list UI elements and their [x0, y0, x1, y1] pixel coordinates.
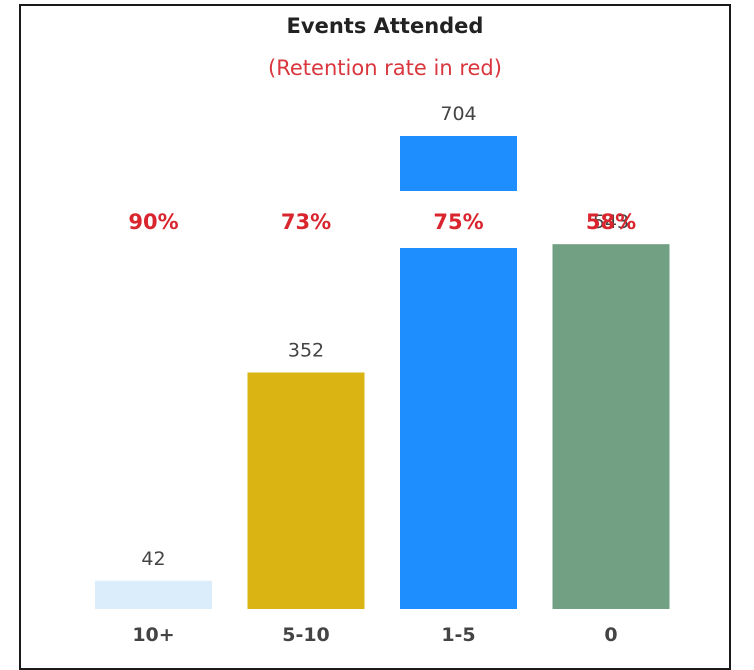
value-label: 704 [440, 103, 476, 125]
chart-title: Events Attended [286, 14, 484, 38]
chart-subtitle: (Retention rate in red) [268, 56, 502, 80]
category-label: 5-10 [282, 624, 330, 646]
retention-rate-label: 90% [128, 210, 178, 234]
bar-0 [552, 244, 670, 609]
bar-10+ [95, 580, 212, 609]
bar-break-band [399, 191, 518, 248]
category-label: 0 [604, 624, 617, 646]
category-label: 10+ [132, 624, 174, 646]
retention-rate-label: 73% [281, 210, 331, 234]
retention-rate-label: 75% [433, 210, 483, 234]
value-label: 42 [141, 548, 165, 570]
bar-5-10 [247, 372, 365, 609]
retention-rate-label: 58% [586, 210, 636, 234]
value-label: 543 [593, 211, 629, 233]
category-label: 1-5 [441, 624, 475, 646]
value-label: 352 [288, 340, 324, 362]
